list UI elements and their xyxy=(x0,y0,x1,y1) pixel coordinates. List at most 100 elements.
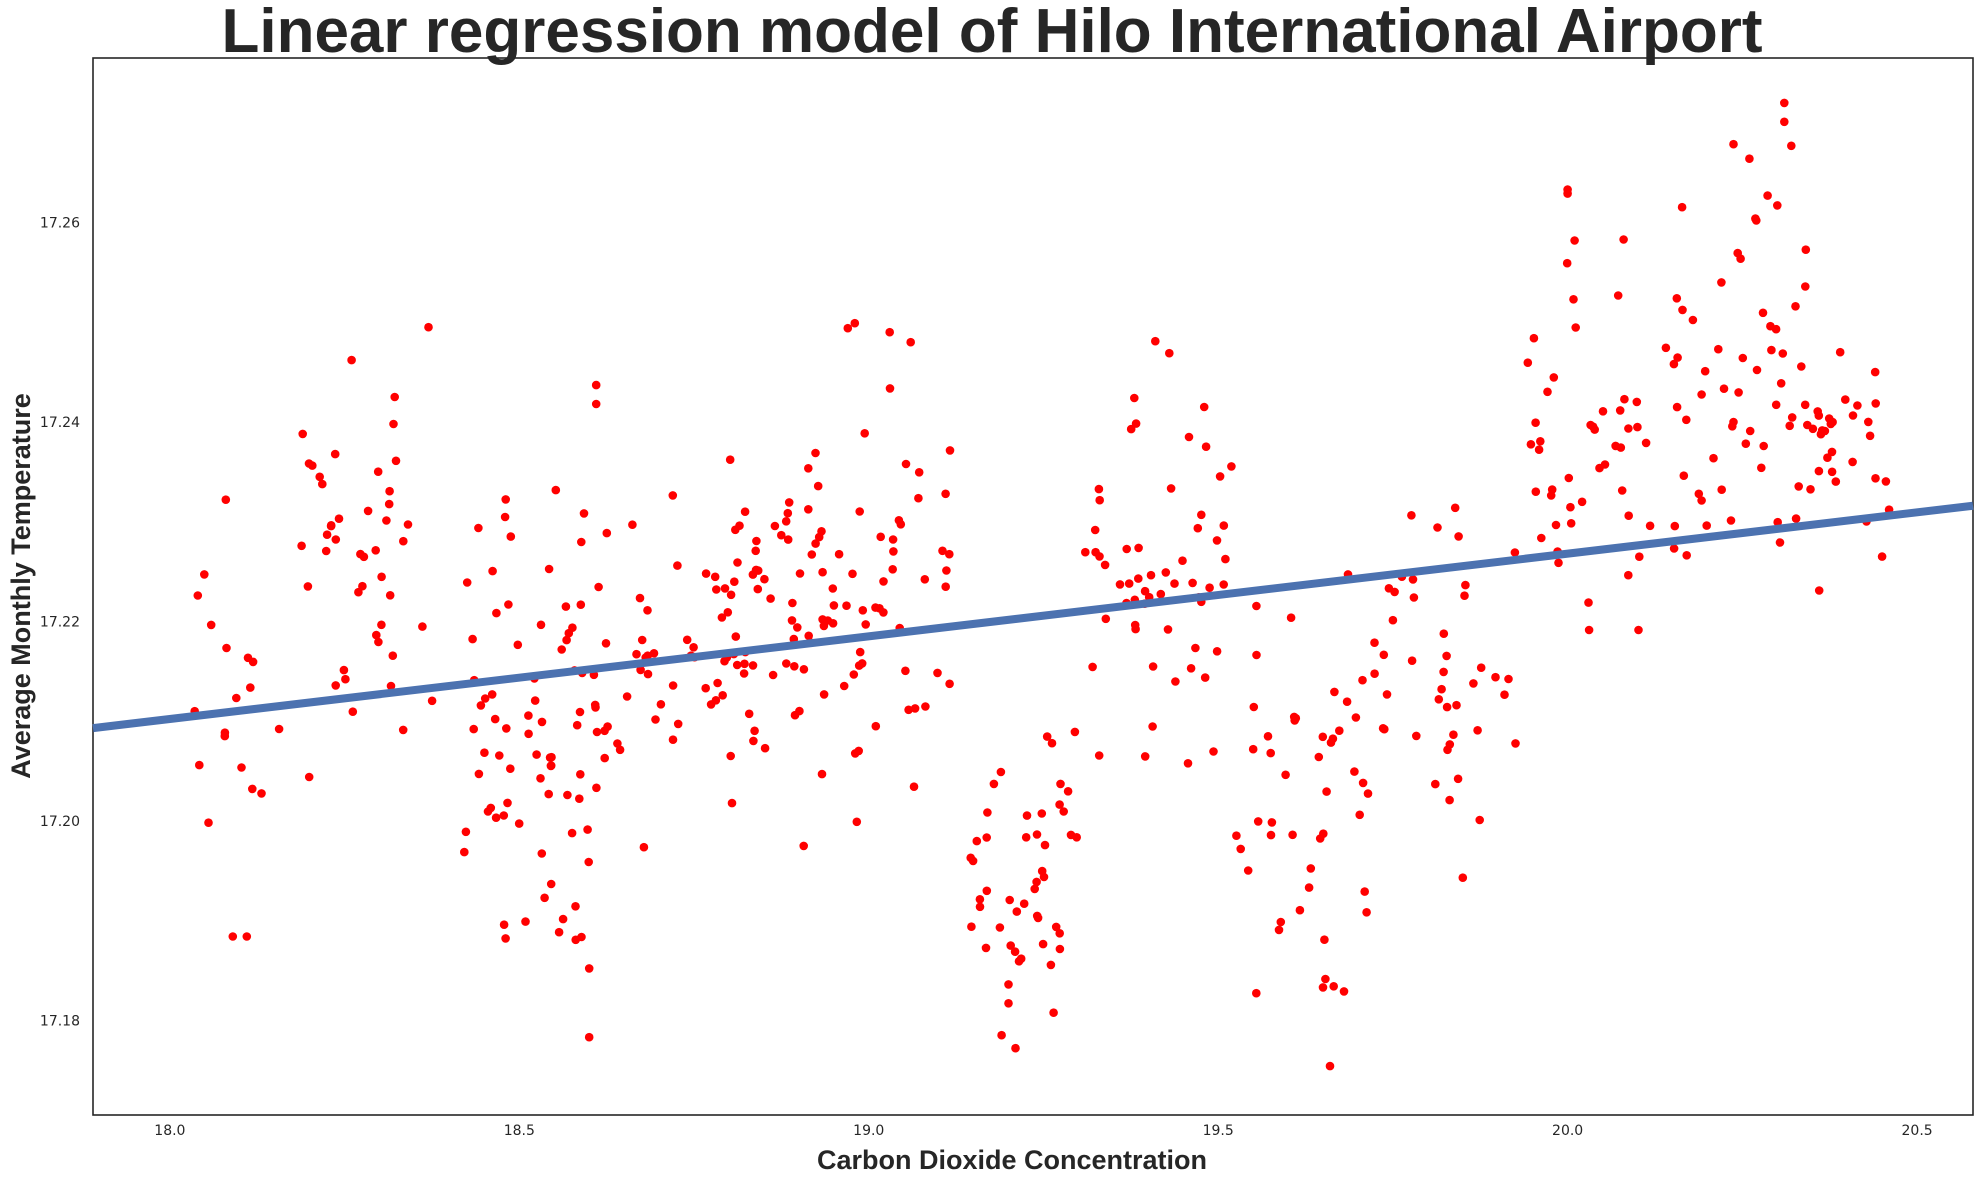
data-point xyxy=(1771,400,1781,410)
data-point xyxy=(1595,463,1604,473)
data-point xyxy=(1469,679,1478,688)
data-point xyxy=(1243,866,1253,875)
data-point xyxy=(575,794,584,803)
data-point xyxy=(1566,502,1575,512)
data-point xyxy=(1645,521,1655,531)
data-point xyxy=(474,523,483,533)
data-point xyxy=(536,774,545,783)
data-point xyxy=(938,546,947,556)
data-point xyxy=(1042,732,1052,741)
x-tick-label: 18.5 xyxy=(504,1123,535,1139)
data-point xyxy=(1476,663,1486,672)
data-point xyxy=(1342,697,1352,706)
data-point xyxy=(513,640,523,650)
data-point xyxy=(1546,491,1556,500)
data-point xyxy=(731,632,741,641)
data-point xyxy=(1100,560,1110,570)
data-point xyxy=(200,570,209,579)
data-point xyxy=(914,493,923,503)
data-point xyxy=(1094,484,1104,494)
data-point xyxy=(1161,568,1171,577)
data-point xyxy=(1473,726,1482,735)
data-point xyxy=(811,539,820,548)
data-point xyxy=(204,818,213,827)
data-point xyxy=(1816,429,1826,439)
data-point xyxy=(1504,674,1513,684)
data-point xyxy=(1382,690,1392,699)
data-point xyxy=(1679,471,1689,481)
data-point xyxy=(1276,917,1286,927)
data-point xyxy=(995,923,1005,932)
data-point xyxy=(804,505,813,514)
data-point xyxy=(1335,726,1344,735)
data-point xyxy=(1124,579,1134,588)
data-point xyxy=(717,613,727,622)
data-point xyxy=(1714,344,1723,354)
data-point xyxy=(584,1032,594,1042)
y-axis-label: Average Monthly Temperature xyxy=(6,393,36,779)
data-point xyxy=(1682,415,1691,425)
data-point xyxy=(1166,484,1176,493)
regression-line xyxy=(92,501,1974,733)
data-point xyxy=(1146,570,1156,580)
data-point xyxy=(1355,810,1364,820)
data-point xyxy=(1370,638,1379,647)
data-point xyxy=(583,825,592,834)
data-point xyxy=(390,392,400,402)
data-point xyxy=(1531,487,1541,497)
data-point xyxy=(668,491,678,500)
data-point xyxy=(1095,552,1104,561)
data-point xyxy=(1267,818,1277,827)
data-point xyxy=(850,318,860,328)
data-point xyxy=(1039,872,1049,882)
data-point xyxy=(885,384,895,393)
data-point xyxy=(222,643,231,653)
data-point xyxy=(1791,302,1800,311)
data-point xyxy=(195,760,204,770)
data-point xyxy=(941,582,950,591)
data-point xyxy=(1063,787,1073,796)
data-point xyxy=(1004,980,1013,989)
data-point xyxy=(1134,574,1143,583)
data-point xyxy=(590,700,600,710)
data-point xyxy=(1613,291,1623,300)
data-point xyxy=(318,479,327,489)
data-point xyxy=(793,623,802,632)
data-point xyxy=(712,585,721,594)
data-point xyxy=(1037,809,1047,818)
data-point xyxy=(799,665,809,674)
data-point xyxy=(804,464,813,473)
data-point xyxy=(1564,473,1574,483)
data-point xyxy=(1619,235,1628,244)
data-point xyxy=(875,604,884,613)
data-point xyxy=(639,842,649,852)
data-point xyxy=(1032,830,1042,839)
data-point xyxy=(1320,935,1329,944)
data-point xyxy=(855,507,864,516)
data-point xyxy=(783,535,793,544)
data-point xyxy=(315,472,325,482)
data-point xyxy=(1450,503,1460,513)
data-point xyxy=(975,895,985,904)
data-point xyxy=(1700,366,1710,376)
data-point xyxy=(782,659,791,668)
data-point xyxy=(1032,877,1041,887)
data-point xyxy=(1151,336,1160,346)
data-point xyxy=(981,943,991,953)
data-point xyxy=(1752,365,1762,375)
data-point xyxy=(781,517,791,526)
data-point xyxy=(1232,831,1241,840)
data-point xyxy=(1584,625,1594,635)
data-point xyxy=(1620,394,1629,404)
data-point xyxy=(790,662,799,671)
data-point xyxy=(544,564,554,574)
data-point xyxy=(1130,393,1139,403)
data-point xyxy=(331,535,341,544)
data-point xyxy=(1321,974,1330,984)
data-point xyxy=(1813,407,1822,416)
data-point xyxy=(427,696,437,706)
data-point xyxy=(1005,895,1014,905)
data-point xyxy=(725,455,735,465)
data-point xyxy=(339,665,349,675)
data-point xyxy=(237,763,246,772)
